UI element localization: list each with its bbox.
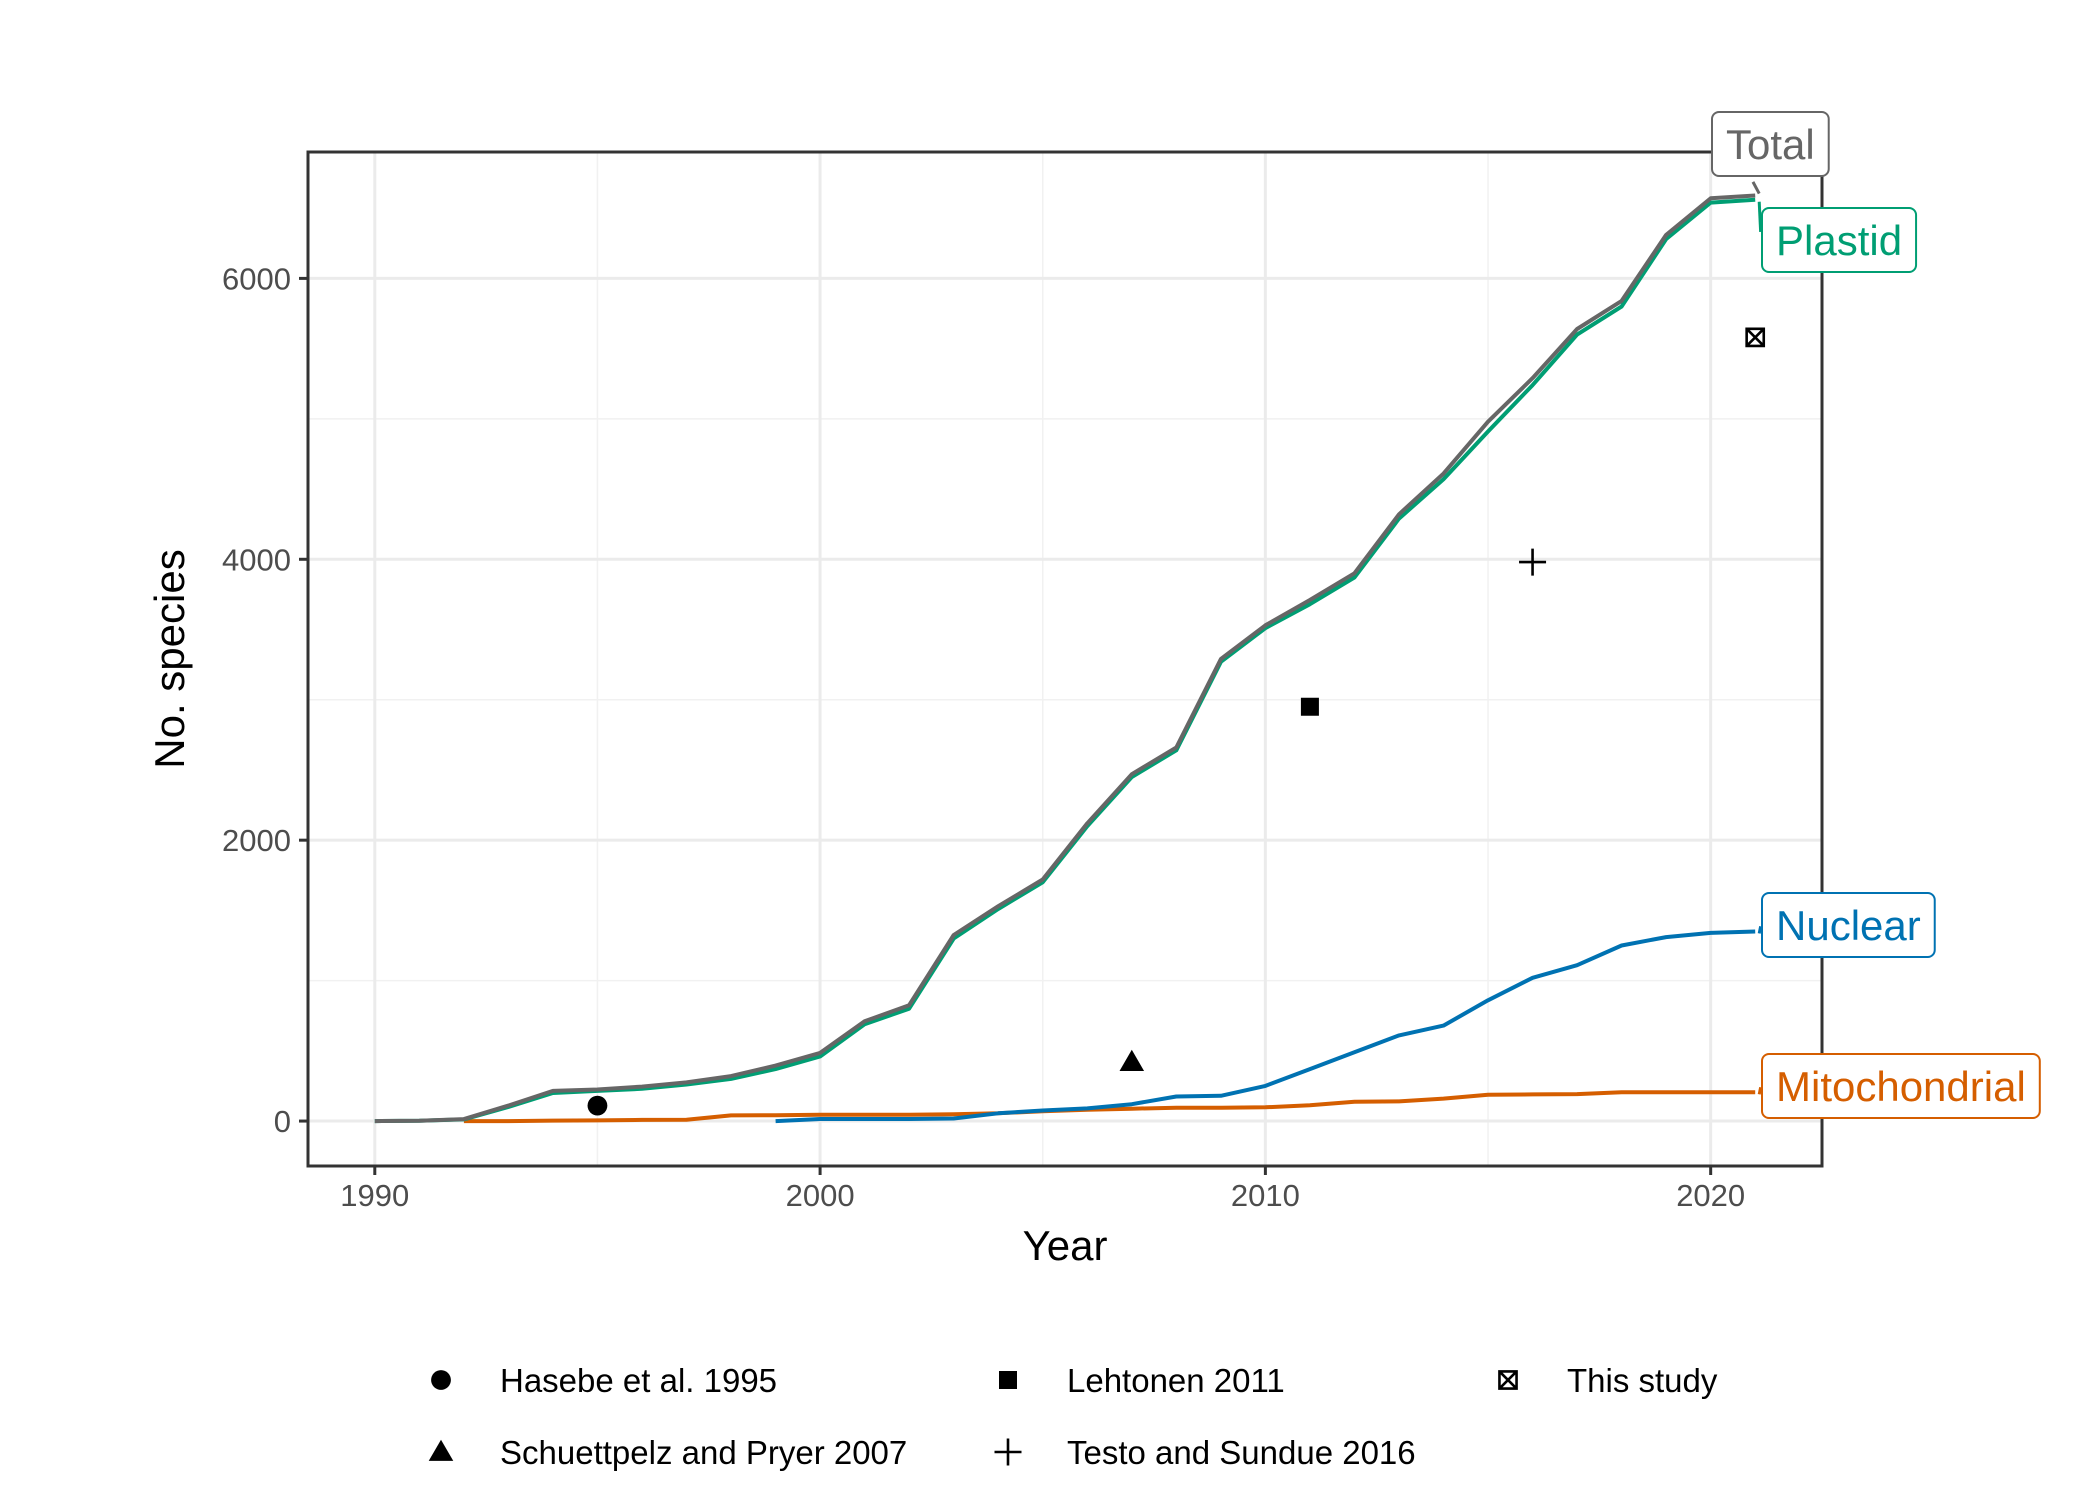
series-line-plastid [374,197,1756,1124]
x-tick-label: 2010 [1231,1178,1300,1213]
point-schuettpelz-and-pryer-2007 [1119,1049,1145,1071]
x-axis-title: Year [1023,1222,1108,1269]
legend-key-square [999,1371,1017,1389]
series-label-text: Nuclear [1776,902,1921,949]
legend-label: Schuettpelz and Pryer 2007 [500,1434,907,1471]
legend: Hasebe et al. 1995 Schuettpelz and Pryer … [428,1362,1718,1471]
x-tick-label: 2000 [786,1178,855,1213]
legend-item-testo-and-sundue-2016: Testo and Sundue 2016 [994,1434,1416,1471]
x-tick-label: 2020 [1676,1178,1745,1213]
point-this-study [1745,327,1766,348]
series-line-mitochondrial [463,1090,1756,1124]
series-label-box [1761,1053,2041,1119]
series-label-total: Total [1711,111,1830,195]
legend-key-triangle [428,1439,454,1461]
grid-lines [308,152,1822,1166]
series-label-box [1711,111,1830,177]
series-labels: Mitochondrial Nuclear Plastid Total [1711,111,2041,1119]
point-hasebe-et-al-1995 [587,1095,608,1116]
series-label-connector [1757,201,1763,233]
series-label-box [1761,892,1936,958]
y-tick-label: 0 [274,1104,291,1139]
y-tick-label: 6000 [222,261,291,296]
publication-points [587,327,1766,1116]
y-axis-title: No. species [146,549,193,768]
x-axis: 1990 2000 2010 2020 [340,1166,1745,1213]
point-testo-and-sundue-2016 [1519,548,1547,576]
series-label-text: Mitochondrial [1776,1063,2026,1110]
y-axis: 0 2000 4000 6000 [222,261,308,1139]
series-label-box [1761,207,1918,273]
legend-item-hasebe-et-al-1995: Hasebe et al. 1995 [431,1362,777,1399]
series-lines [374,193,1756,1124]
x-tick-label: 1990 [340,1178,409,1213]
legend-key-boxcross [1498,1370,1518,1390]
series-label-connector [1757,1086,1763,1095]
series-label-nuclear: Nuclear [1757,892,1936,958]
series-label-mitochondrial: Mitochondrial [1757,1053,2041,1119]
legend-item-schuettpelz-and-pryer-2007: Schuettpelz and Pryer 2007 [428,1434,907,1471]
legend-label: This study [1567,1362,1718,1399]
legend-label: Lehtonen 2011 [1067,1362,1285,1399]
legend-label: Testo and Sundue 2016 [1067,1434,1416,1471]
y-tick-label: 2000 [222,823,291,858]
point-lehtonen-2011 [1300,697,1319,716]
plot-panel-border [306,150,1824,1168]
series-label-connector [1751,181,1761,195]
legend-key-circle [431,1370,451,1390]
legend-key-plus [994,1438,1022,1466]
legend-item-this-study: This study [1498,1362,1718,1399]
series-label-connector [1757,925,1763,934]
series-label-text: Plastid [1776,217,1902,264]
legend-item-lehtonen-2011: Lehtonen 2011 [999,1362,1285,1399]
series-label-plastid: Plastid [1757,201,1918,273]
series-line-total [374,193,1756,1124]
series-label-text: Total [1726,121,1815,168]
legend-label: Hasebe et al. 1995 [500,1362,777,1399]
series-line-nuclear [775,929,1756,1124]
y-tick-label: 4000 [222,542,291,577]
